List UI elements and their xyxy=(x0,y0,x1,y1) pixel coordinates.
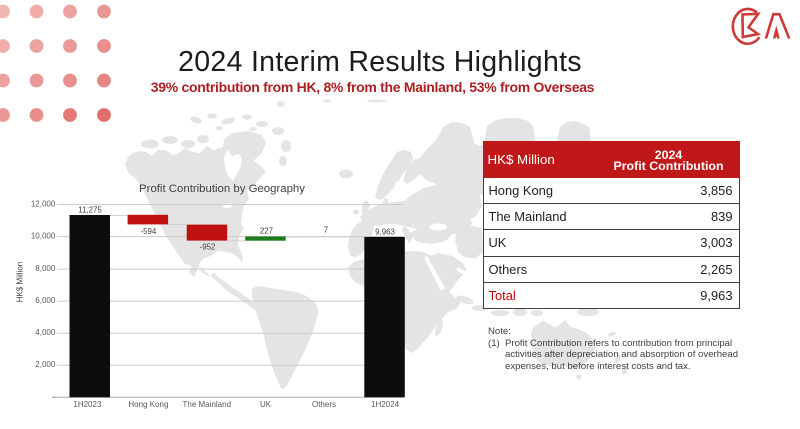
svg-text:-: - xyxy=(52,392,55,401)
svg-text:HK$ Million: HK$ Million xyxy=(16,262,25,302)
svg-text:UK: UK xyxy=(260,400,272,409)
svg-text:Hong Kong: Hong Kong xyxy=(128,400,168,409)
svg-text:The Mainland: The Mainland xyxy=(183,400,231,409)
svg-text:1H2024: 1H2024 xyxy=(371,400,400,409)
svg-text:Others: Others xyxy=(312,400,336,409)
svg-text:2,000: 2,000 xyxy=(35,360,56,369)
svg-text:4,000: 4,000 xyxy=(35,328,56,337)
svg-text:8,000: 8,000 xyxy=(35,264,56,273)
svg-text:-594: -594 xyxy=(141,227,157,236)
svg-text:227: 227 xyxy=(260,226,273,235)
svg-text:10,000: 10,000 xyxy=(31,232,56,241)
svg-text:1H2023: 1H2023 xyxy=(73,400,102,409)
svg-text:12,000: 12,000 xyxy=(31,200,56,209)
svg-text:-952: -952 xyxy=(200,242,216,251)
svg-text:Profit Contribution by Geograp: Profit Contribution by Geography xyxy=(139,183,305,195)
svg-text:6,000: 6,000 xyxy=(35,296,56,305)
svg-text:11,275: 11,275 xyxy=(78,205,102,214)
svg-text:9,963: 9,963 xyxy=(375,228,395,237)
svg-text:7: 7 xyxy=(324,226,328,235)
